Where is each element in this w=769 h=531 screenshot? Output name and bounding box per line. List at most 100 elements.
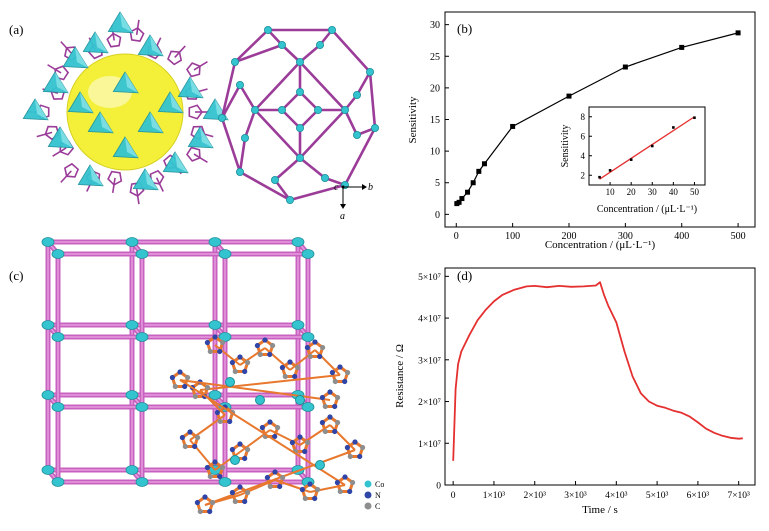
atom bbox=[229, 489, 235, 496]
ligand-bond bbox=[193, 153, 208, 164]
ligand-ring bbox=[188, 104, 203, 120]
panel-c: (c) Co N C bbox=[0, 230, 395, 526]
ligand-ring bbox=[107, 170, 123, 186]
main-x-axis-label: Concentration / (μL·L⁻¹) bbox=[545, 239, 656, 251]
inset-plot-frame bbox=[588, 106, 706, 186]
inset-y-axis-label: Sensitivity bbox=[560, 125, 571, 168]
atom bbox=[319, 419, 325, 426]
atom bbox=[334, 479, 340, 486]
y-tick-label: 1×10⁷ bbox=[418, 440, 441, 450]
resistance-axis-ticks: 0 1×10³ 2×10³ 3×10³ 4×10³ 5×10³ 6×10³ 7×10³ 0 1×1… bbox=[418, 273, 750, 501]
cage-edge bbox=[274, 157, 301, 181]
inset-data-point bbox=[608, 169, 612, 172]
atom bbox=[322, 403, 328, 410]
atom bbox=[302, 495, 308, 502]
ligand-link bbox=[239, 347, 266, 366]
mof-cage-structure-image: c b a bbox=[22, 11, 379, 222]
atom bbox=[172, 383, 178, 390]
fit-line bbox=[599, 116, 695, 180]
x-tick-label: 300 bbox=[618, 231, 633, 242]
atom bbox=[327, 414, 333, 420]
atom bbox=[194, 499, 200, 506]
atom bbox=[214, 409, 220, 416]
cage-edge bbox=[220, 28, 377, 202]
inset-x-tick-label: 30 bbox=[648, 187, 658, 197]
co-node bbox=[135, 402, 149, 412]
data-point bbox=[679, 44, 685, 50]
atom bbox=[352, 439, 358, 445]
atom bbox=[297, 434, 303, 440]
co-node bbox=[51, 332, 65, 342]
cage-node bbox=[365, 68, 374, 77]
atom bbox=[345, 369, 351, 376]
y-tick-label: 30 bbox=[430, 20, 440, 31]
atom bbox=[212, 459, 218, 465]
atom bbox=[302, 448, 308, 455]
inset-y-tick-label: 4 bbox=[581, 151, 586, 161]
panel-b: (b) 0 100 200 300 400 500 0 5 10 15 20 25 30 Concent… bbox=[385, 0, 769, 258]
ligand-bond bbox=[36, 131, 53, 138]
atom bbox=[270, 342, 276, 349]
co-node bbox=[41, 390, 55, 400]
ligand-ring bbox=[106, 32, 122, 48]
ligand-bond bbox=[155, 177, 164, 192]
main-series bbox=[454, 30, 741, 207]
cage-node bbox=[277, 41, 286, 50]
atom bbox=[169, 374, 175, 381]
atom bbox=[332, 403, 338, 410]
co-node bbox=[208, 390, 222, 400]
atom bbox=[212, 334, 218, 340]
co-node bbox=[125, 465, 139, 475]
y-tick-label: 0 bbox=[435, 210, 440, 221]
atom bbox=[332, 378, 338, 385]
y-tick-label: 5×10⁷ bbox=[418, 273, 441, 283]
atom bbox=[242, 455, 248, 462]
ligand-link bbox=[289, 349, 316, 371]
data-point bbox=[622, 64, 628, 70]
ligand-link bbox=[179, 379, 331, 401]
inset-y-tick-label: 6 bbox=[581, 131, 586, 141]
co-node bbox=[301, 332, 315, 342]
cage-node bbox=[277, 106, 286, 115]
cage-node bbox=[285, 195, 294, 204]
co-atom bbox=[230, 455, 240, 465]
atom bbox=[312, 339, 318, 345]
legend-c-swatch bbox=[364, 502, 372, 510]
resistance-plot-frame bbox=[444, 267, 756, 486]
atom bbox=[220, 339, 226, 346]
atom bbox=[335, 394, 341, 401]
cage-node bbox=[327, 25, 336, 34]
co-node bbox=[135, 332, 149, 342]
atom bbox=[337, 488, 343, 495]
atom bbox=[279, 364, 285, 371]
ligand-ring bbox=[167, 50, 183, 66]
inset-y-tick-label: 2 bbox=[581, 170, 586, 180]
co-atom bbox=[255, 395, 265, 405]
sensitivity-chart: (b) 0 100 200 300 400 500 0 5 10 15 20 25 30 Concent… bbox=[407, 11, 756, 251]
atom bbox=[329, 369, 335, 376]
cage-node bbox=[295, 88, 304, 97]
atom bbox=[227, 418, 233, 425]
x-tick-label: 2×10³ bbox=[524, 491, 547, 501]
co-tetrahedron-face bbox=[80, 92, 93, 113]
cage-edge bbox=[299, 44, 321, 63]
cage-node bbox=[295, 124, 304, 133]
cobalt-tetrahedra bbox=[22, 11, 229, 191]
atom bbox=[347, 453, 353, 460]
main-axis-ticks: 0 100 200 300 400 500 0 5 10 15 20 25 30 bbox=[430, 20, 746, 242]
co-tetrahedron-face bbox=[125, 72, 138, 93]
co-node bbox=[291, 237, 305, 247]
co-node bbox=[41, 237, 55, 247]
atom bbox=[287, 359, 293, 365]
y-tick-label: 2×10⁷ bbox=[418, 398, 441, 408]
co-tetrahedron-face bbox=[60, 127, 73, 148]
x-tick-label: 400 bbox=[674, 231, 689, 242]
legend-n-swatch bbox=[364, 491, 372, 499]
cage-edge bbox=[238, 84, 257, 111]
atom bbox=[299, 486, 305, 493]
co-tetrahedron-face bbox=[125, 137, 138, 158]
atom bbox=[179, 434, 185, 441]
atom bbox=[322, 428, 328, 435]
y-tick-label: 10 bbox=[430, 147, 440, 158]
co-node bbox=[51, 477, 65, 487]
